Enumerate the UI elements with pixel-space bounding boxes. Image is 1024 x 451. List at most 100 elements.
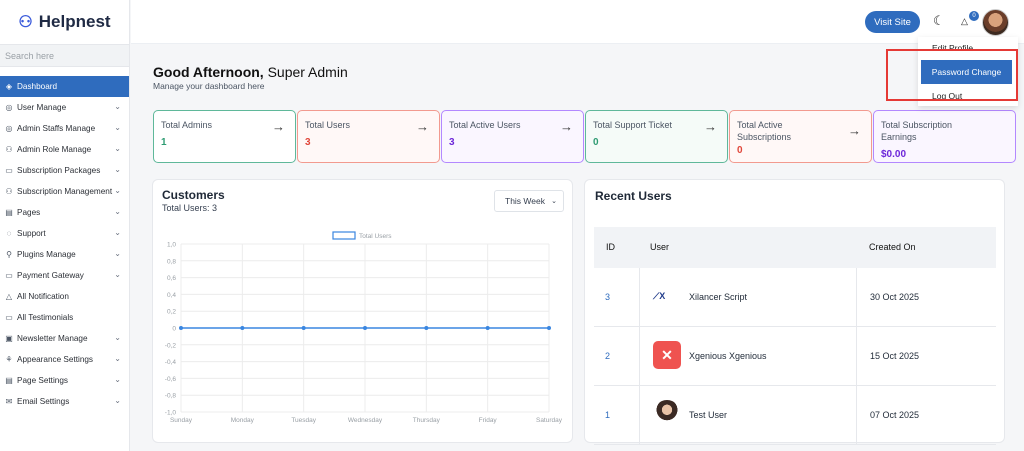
dashboard-icon: ◈ [5, 82, 13, 91]
stat-card[interactable]: Total Users 3 → [297, 110, 440, 163]
y-tick-label: 1,0 [167, 242, 176, 249]
row-divider [594, 444, 996, 445]
notification-badge: 0 [969, 11, 979, 21]
chevron-down-icon: ⌄ [114, 396, 121, 405]
row-user-name: Xilancer Script [689, 292, 748, 302]
testimonial-icon: ▭ [5, 313, 13, 322]
legend-swatch [332, 231, 356, 240]
sidebar-item-label: Pages [17, 208, 41, 217]
arrow-right-icon[interactable]: → [272, 119, 285, 134]
admin-icon: ◎ [5, 124, 13, 133]
sidebar-item-label: Support [17, 229, 46, 238]
recent-users-title: Recent Users [595, 189, 672, 203]
plugin-icon: ⚲ [6, 250, 12, 259]
password-change-link[interactable]: Password Change [921, 60, 1012, 84]
xgenious-logo: ✕ [653, 341, 681, 369]
sidebar-item-label: Payment Gateway [17, 271, 84, 280]
row-user-name: Test User [689, 410, 728, 420]
data-point [363, 326, 367, 330]
sidebar-item[interactable]: ⚲ Plugins Manage ⌄ [0, 244, 129, 265]
sidebar-item[interactable]: ▭ Payment Gateway ⌄ [0, 265, 129, 286]
row-id-link[interactable]: 1 [605, 410, 611, 420]
sidebar-item[interactable]: ▭ Subscription Packages ⌄ [0, 160, 129, 181]
x-tick-label: Saturday [536, 417, 563, 424]
sidebar-item[interactable]: △ All Notification [0, 286, 129, 307]
visit-site-button[interactable]: Visit Site [865, 11, 920, 33]
sidebar-item[interactable]: ⚇ Subscription Management ⌄ [0, 181, 129, 202]
x-tick-label: Friday [479, 417, 498, 424]
y-tick-label: -1,0 [165, 410, 177, 417]
logout-link[interactable]: Log Out [932, 91, 963, 101]
sidebar-item[interactable]: ▭ All Testimonials [0, 307, 129, 328]
y-tick-label: -0,8 [165, 393, 177, 400]
y-tick-label: -0,6 [165, 376, 177, 383]
dark-mode-toggle-icon[interactable]: ☾ [933, 13, 945, 28]
data-point [485, 326, 490, 330]
brand-logo[interactable]: ⚇ Helpnest [0, 0, 129, 44]
chevron-down-icon: ⌄ [114, 249, 121, 258]
page-settings-icon: ▤ [5, 376, 13, 385]
customers-title: Customers [162, 188, 225, 202]
sidebar-item[interactable]: ▤ Pages ⌄ [0, 202, 129, 223]
sidebar-item-label: Appearance Settings [17, 355, 94, 364]
stat-card[interactable]: Total Admins 1 → [153, 110, 296, 163]
notification-bell-icon[interactable]: △ [961, 16, 968, 26]
search-input[interactable]: Search here [0, 44, 129, 67]
stat-card[interactable]: Total Support Ticket 0 → [585, 110, 728, 163]
sidebar-item-label: User Manage [17, 103, 67, 112]
col-user: User [650, 242, 670, 252]
recent-users-panel: Recent Users [584, 179, 1005, 443]
sidebar-item-label: Email Settings [17, 397, 70, 406]
stat-card-value: $0.00 [881, 149, 907, 160]
data-point [547, 326, 551, 330]
row-id-link[interactable]: 2 [605, 351, 611, 361]
sidebar-item[interactable]: ◎ User Manage ⌄ [0, 97, 129, 118]
user-avatar[interactable] [982, 9, 1009, 36]
stat-card[interactable]: Total Active Subscriptions 0 → [729, 110, 872, 163]
stat-card-label: Total Users [305, 120, 351, 130]
customers-subtitle: Total Users: 3 [162, 203, 218, 213]
sidebar-item[interactable]: ▣ Newsletter Manage ⌄ [0, 328, 129, 349]
row-divider [594, 385, 996, 386]
x-tick-label: Monday [231, 417, 255, 424]
sidebar-item[interactable]: ◎ Admin Staffs Manage ⌄ [0, 118, 129, 139]
col-id: ID [606, 242, 615, 252]
sidebar-item[interactable]: ◈ Dashboard [0, 76, 129, 97]
sidebar-item-label: Plugins Manage [17, 250, 76, 259]
arrow-right-icon[interactable]: → [416, 119, 429, 134]
x-tick-label: Tuesday [291, 417, 316, 424]
support-icon: ◌ [6, 229, 12, 238]
x-tick-label: Wednesday [348, 417, 383, 424]
sidebar-item[interactable]: ▤ Page Settings ⌄ [0, 370, 129, 391]
chevron-down-icon: ⌄ [114, 270, 121, 279]
customers-line-chart: 1,0 0,8 0,6 0,4 0,2 0 -0,2 -0,4 -0,6 -0,8 -1,0Sund… [165, 231, 563, 424]
arrow-right-icon[interactable]: → [560, 119, 573, 134]
sidebar-item[interactable]: ⚘ Appearance Settings ⌄ [0, 349, 129, 370]
stat-card-value: 3 [305, 137, 311, 148]
sidebar-item[interactable]: ⚇ Admin Role Manage ⌄ [0, 139, 129, 160]
chevron-down-icon: ⌄ [114, 165, 121, 174]
stat-card-label: Total Active Users [449, 120, 521, 130]
sidebar-item-label: Admin Staffs Manage [17, 124, 96, 133]
stat-card[interactable]: Total Active Users 3 → [441, 110, 584, 163]
sidebar-item[interactable]: ◌ Support ⌄ [0, 223, 129, 244]
stat-card[interactable]: Total Subscription Earnings $0.00 [873, 110, 1016, 163]
edit-profile-link[interactable]: Edit Profile [932, 43, 974, 53]
row-user-name: Xgenious Xgenious [689, 351, 767, 361]
chevron-down-icon: ⌄ [551, 198, 557, 205]
arrow-right-icon[interactable]: → [848, 123, 861, 138]
chevron-down-icon: ⌄ [114, 207, 121, 216]
package-icon: ▭ [5, 166, 13, 175]
row-id-link[interactable]: 3 [605, 292, 611, 302]
sidebar-item-label: Dashboard [17, 82, 58, 91]
stat-card-label: Total Active Subscriptions [737, 120, 792, 142]
sidebar-item[interactable]: ✉ Email Settings ⌄ [0, 391, 129, 412]
chevron-down-icon: ⌄ [114, 375, 121, 384]
row-created-date: 07 Oct 2025 [870, 410, 920, 420]
row-divider [594, 326, 996, 327]
x-tick-label: Thursday [413, 417, 441, 424]
arrow-right-icon[interactable]: → [704, 119, 717, 134]
week-filter-select[interactable]: This Week ⌄ [494, 190, 564, 212]
col-created: Created On [869, 242, 916, 252]
user-photo [653, 400, 681, 428]
